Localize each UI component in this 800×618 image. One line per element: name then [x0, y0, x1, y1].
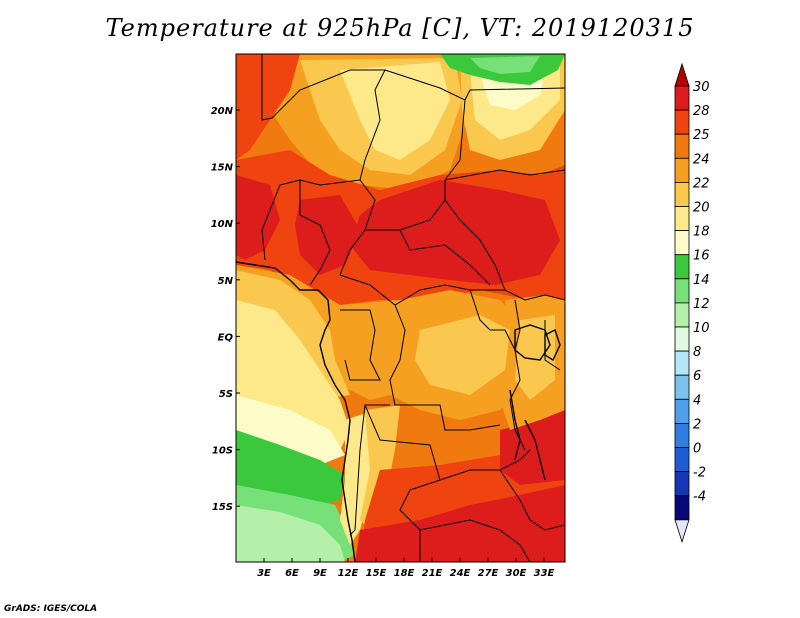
lon-tick-label: 9E — [313, 568, 327, 579]
colorbar-segment — [674, 326, 690, 352]
lon-tick-label: 30E — [506, 568, 527, 579]
colorbar-segment — [674, 471, 690, 497]
longitude-axis: 3E 6E 9E 12E 15E 18E 21E 24E 27E 30E 33E — [257, 558, 555, 579]
colorbar-bottom-arrow — [674, 519, 690, 544]
temp-region-south-12 — [236, 505, 345, 562]
lat-tick-label: 5S — [219, 389, 233, 400]
map-title: Temperature at 925hPa [C], VT: 201912031… — [105, 14, 695, 42]
colorbar-label: 12 — [693, 297, 710, 312]
colorbar-segment — [674, 398, 690, 424]
lon-tick-label: 12E — [338, 568, 359, 579]
colorbar-label: -2 — [693, 466, 706, 481]
lat-tick-label: 10N — [211, 219, 234, 230]
lon-tick-label: 15E — [366, 568, 387, 579]
colorbar-segment — [674, 206, 690, 232]
lat-tick-label: 5N — [218, 276, 234, 287]
temp-region-angola-22 — [360, 405, 400, 530]
colorbar-label: 10 — [693, 321, 710, 336]
lon-tick-label: 21E — [422, 568, 443, 579]
colorbar-label: 28 — [693, 104, 710, 119]
colorbar-label: 30 — [693, 80, 710, 95]
temp-region-north-28 — [236, 54, 300, 160]
colorbar-segment — [674, 85, 690, 111]
colorbar-segment — [674, 157, 690, 183]
colorbar-segment — [674, 447, 690, 473]
colorbar-label: 4 — [693, 393, 701, 408]
colorbar-segment — [674, 230, 690, 256]
country-borders — [261, 54, 565, 562]
temp-region-west-30 — [236, 175, 280, 260]
lat-tick-label: 20N — [211, 106, 234, 117]
colorbar-label: 25 — [693, 128, 710, 143]
lat-tick-label: 15S — [212, 502, 233, 513]
lon-tick-label: 18E — [394, 568, 415, 579]
map-panel — [236, 54, 565, 562]
lat-tick-label: EQ — [218, 332, 234, 343]
colorbar-label: 22 — [693, 176, 710, 191]
coastlines — [236, 261, 561, 562]
colorbar-segment — [674, 495, 690, 521]
colorbar-label: 14 — [693, 273, 710, 288]
colorbar-label: 24 — [693, 152, 710, 167]
colorbar-label: 18 — [693, 225, 710, 240]
temp-region-sahel-30 — [350, 180, 560, 285]
latitude-axis: 20N 15N 10N 5N EQ 5S 10S 15S — [211, 106, 240, 513]
colorbar-label: 20 — [693, 201, 710, 216]
colorbar-segment — [674, 350, 690, 376]
colorbar-segment — [674, 302, 690, 328]
map-frame — [235, 53, 566, 563]
colorbar-top-arrow — [674, 62, 690, 87]
lat-tick-label: 15N — [211, 163, 234, 174]
lon-tick-label: 6E — [285, 568, 299, 579]
colorbar-segment — [674, 374, 690, 400]
colorbar-segment — [674, 133, 690, 159]
colorbar-label: 2 — [693, 417, 701, 432]
lat-tick-label: 10S — [212, 446, 233, 457]
temp-region-south-16 — [236, 430, 345, 505]
temp-region-lightgreen-north — [470, 56, 540, 74]
colorbar-label: 6 — [693, 369, 701, 384]
lon-tick-label: 24E — [450, 568, 471, 579]
colorbar-label: 16 — [693, 249, 710, 264]
grads-credit: GrADS: IGES/COLA — [4, 604, 98, 614]
colorbar-segment — [674, 109, 690, 135]
colorbar-segment — [674, 254, 690, 280]
lon-tick-label: 33E — [534, 568, 555, 579]
temp-region-central-30 — [295, 195, 360, 275]
colorbar-segment — [674, 181, 690, 207]
colorbar-label: -4 — [693, 490, 706, 505]
temp-region-south-30 — [355, 485, 565, 562]
temp-region-southeast-30 — [500, 410, 565, 485]
colorbar-segment — [674, 278, 690, 304]
temp-region-north-20 — [340, 62, 450, 160]
lon-tick-label: 3E — [257, 568, 271, 579]
colorbar-label: 0 — [693, 442, 701, 457]
colorbar-label: 8 — [693, 345, 701, 360]
temp-region-congo-22b — [415, 315, 510, 395]
colorbar-segment — [674, 422, 690, 448]
lon-tick-label: 27E — [478, 568, 499, 579]
